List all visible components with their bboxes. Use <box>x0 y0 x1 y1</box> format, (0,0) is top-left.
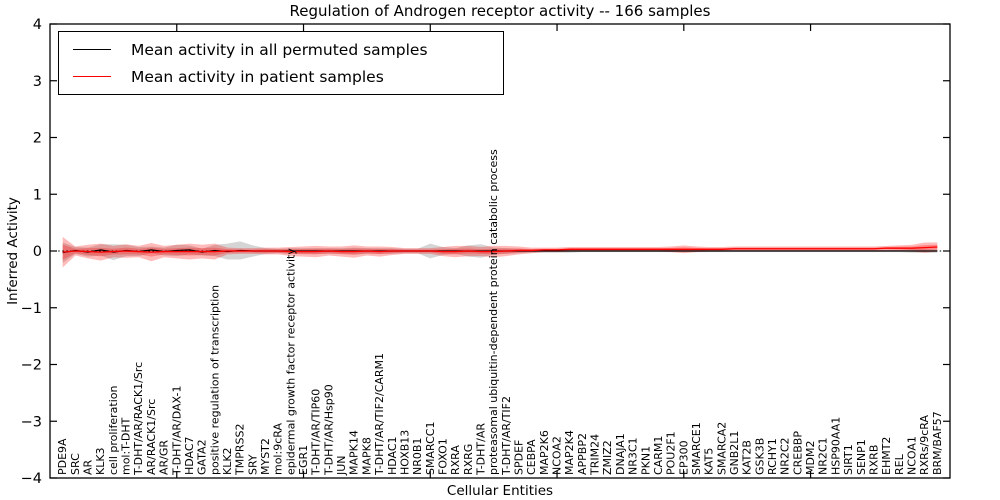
x-category-label: proteasomal ubiquitin-dependent protein … <box>487 149 500 475</box>
x-category-label: AR <box>82 459 95 475</box>
x-category-label: SMARCC1 <box>424 422 437 475</box>
x-category-label: FOXO1 <box>436 438 449 475</box>
x-category-label: ZMIZ2 <box>601 440 614 475</box>
x-category-label: CEBPA <box>525 439 538 475</box>
y-tick-label: −2 <box>21 358 42 374</box>
x-category-label: BRM/BAF57 <box>931 411 944 475</box>
x-category-label: SENP1 <box>855 439 868 475</box>
x-category-label: T-DHT/AR <box>474 423 487 476</box>
permuted-line-swatch-icon <box>73 49 111 50</box>
x-category-label: EGR1 <box>297 445 310 475</box>
x-category-label: positive regulation of transcription <box>208 285 221 475</box>
x-category-label: KLK3 <box>94 447 107 475</box>
legend-entry-permuted: Mean activity in all permuted samples <box>73 37 503 63</box>
x-category-label: HDAC7 <box>183 436 196 475</box>
x-category-label: NR2C2 <box>779 437 792 475</box>
x-category-label: SRC <box>69 453 82 475</box>
legend-label: Mean activity in all permuted samples <box>131 40 428 59</box>
x-category-label: NR0B1 <box>411 438 424 475</box>
x-category-label: MAP2K4 <box>563 430 576 475</box>
x-category-label: KLK2 <box>221 447 234 475</box>
x-category-label: SRY <box>246 454 259 475</box>
x-category-label: SMARCA2 <box>715 422 728 475</box>
y-tick-label: 2 <box>33 131 42 147</box>
chart-title: Regulation of Androgen receptor activity… <box>289 2 711 20</box>
patient-line-swatch-icon <box>73 76 111 77</box>
x-category-label: HSP90AA1 <box>829 417 842 475</box>
x-category-label: AR/RACK1/Src <box>145 399 158 475</box>
x-category-label: GSK3B <box>753 438 766 475</box>
x-category-label: KAT2B <box>741 440 754 475</box>
y-tick-label: 4 <box>33 17 42 33</box>
x-category-label: MDM2 <box>804 441 817 475</box>
x-category-label: NR2C1 <box>817 437 830 475</box>
y-tick-label: 0 <box>33 244 42 260</box>
x-category-label: SPDEF <box>513 440 526 475</box>
x-category-label: TRIM24 <box>589 434 602 476</box>
band-permuted <box>62 241 938 263</box>
x-category-label: RXRs/9cRA <box>918 414 931 475</box>
x-axis-label: Cellular Entities <box>446 483 554 499</box>
band-patient-outer <box>62 236 938 268</box>
x-category-label: REL <box>893 453 906 475</box>
x-category-label: RXRG <box>462 444 475 475</box>
y-tick-label: −1 <box>21 301 42 317</box>
x-category-label: MAPK8 <box>360 437 373 475</box>
x-category-label: T-DHT/AR/DAX-1 <box>170 386 183 476</box>
y-tick-label: −4 <box>21 471 42 487</box>
x-category-label: PDE9A <box>56 438 69 475</box>
x-category-label: SIRT1 <box>842 444 855 475</box>
x-category-label: T-DHT/AR/TIF2/CARM1 <box>373 353 386 476</box>
x-category-label: EHMT2 <box>880 437 893 475</box>
x-category-label: POU2F1 <box>665 431 678 475</box>
x-category-label: T-DHT/AR/TIF2 <box>500 396 513 476</box>
x-category-label: MAPK14 <box>348 430 361 475</box>
x-category-label: T-DHT/AR/RACK1/Src <box>132 362 145 476</box>
x-category-label: RXRB <box>867 445 880 475</box>
x-category-label: CARM1 <box>652 436 665 475</box>
x-category-label: epidermal growth factor receptor activit… <box>284 248 297 475</box>
x-category-label: HOXB13 <box>398 430 411 475</box>
x-category-label: PKN1 <box>639 446 652 475</box>
legend-label: Mean activity in patient samples <box>131 67 384 86</box>
x-category-label: APPBP2 <box>576 433 589 475</box>
x-category-label: NR3C1 <box>627 437 640 475</box>
x-category-label: EP300 <box>677 440 690 475</box>
x-category-label: HDAC1 <box>386 436 399 475</box>
legend-entry-patient: Mean activity in patient samples <box>73 64 503 90</box>
x-category-label: CREBBP <box>791 431 804 475</box>
x-category-label: RCHY1 <box>766 438 779 475</box>
x-category-label: DNAJA1 <box>614 433 627 475</box>
x-category-label: TMPRSS2 <box>234 424 247 476</box>
x-category-label: cell proliferation <box>107 385 120 475</box>
x-category-label: RXRA <box>449 445 462 475</box>
y-tick-label: −3 <box>21 414 42 430</box>
y-axis-label: Inferred Activity <box>5 197 21 305</box>
x-category-label: AR/GR <box>158 440 171 475</box>
x-category-label: SMARCE1 <box>690 422 703 475</box>
x-category-label: T-DHT/AR/Hsp90 <box>322 384 335 476</box>
x-category-label: KAT5 <box>703 448 716 475</box>
legend-box: Mean activity in all permuted samples Me… <box>58 31 504 95</box>
x-category-label: T-DHT/AR/TIP60 <box>310 389 323 476</box>
x-category-label: MAP2K6 <box>538 430 551 475</box>
x-category-label: GNB2L1 <box>728 431 741 475</box>
x-category-label: NCOA1 <box>905 436 918 475</box>
x-category-label: mol:9cRA <box>272 423 285 475</box>
y-tick-label: 3 <box>33 74 42 90</box>
line-patient <box>62 246 938 253</box>
x-category-label: mol:T-DHT <box>120 417 133 475</box>
y-tick-label: 1 <box>33 187 42 203</box>
x-category-label: JUN <box>335 455 348 476</box>
x-category-label: NCOA2 <box>551 436 564 475</box>
x-category-label: MYST2 <box>259 438 272 475</box>
band-patient-inner <box>62 244 938 260</box>
x-category-label: GATA2 <box>196 439 209 475</box>
